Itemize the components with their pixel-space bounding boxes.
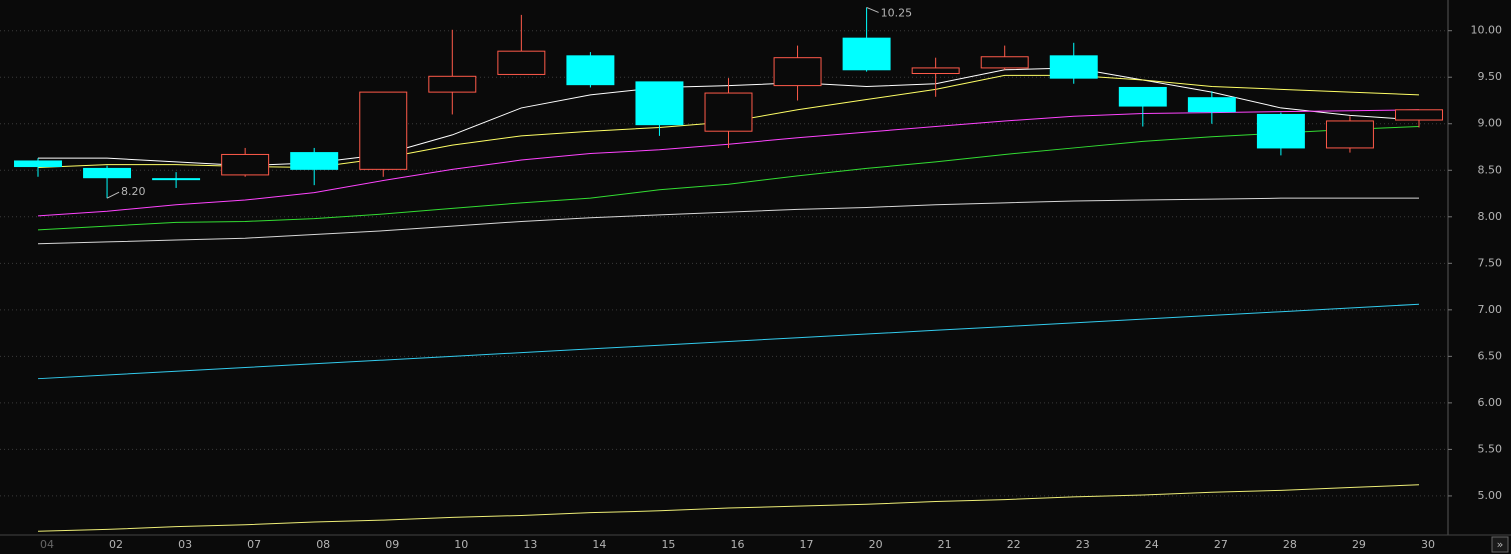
candle-body bbox=[773, 57, 822, 87]
candle-body bbox=[911, 67, 960, 75]
candle-body bbox=[1187, 97, 1236, 113]
x-tick-label: 10 bbox=[454, 538, 468, 551]
x-tick-label: 29 bbox=[1352, 538, 1366, 551]
annotation-arrow bbox=[106, 191, 120, 199]
y-tick-label: 9.50 bbox=[1478, 70, 1503, 83]
candle-body bbox=[980, 56, 1029, 69]
candle-body bbox=[566, 55, 615, 86]
y-tick-label: 7.50 bbox=[1478, 256, 1503, 269]
x-tick-label: 20 bbox=[869, 538, 883, 551]
y-tick-label: 5.00 bbox=[1478, 489, 1503, 502]
x-tick-label: 13 bbox=[523, 538, 537, 551]
candle-body bbox=[1256, 113, 1305, 149]
candle-body bbox=[83, 167, 132, 179]
x-tick-label: 04 bbox=[40, 538, 54, 551]
moving-average-line bbox=[37, 303, 1420, 380]
moving-average-line bbox=[37, 484, 1420, 532]
candle-body bbox=[842, 37, 891, 71]
moving-average-line bbox=[37, 126, 1420, 231]
annotation-low: 8.20 bbox=[121, 185, 146, 198]
x-tick-label: 21 bbox=[938, 538, 952, 551]
candle-body bbox=[221, 153, 270, 176]
x-tick-label: 14 bbox=[592, 538, 606, 551]
candle-body bbox=[1049, 55, 1098, 79]
x-tick-label: 15 bbox=[661, 538, 675, 551]
moving-average-line bbox=[37, 197, 1419, 245]
x-tick-label: 24 bbox=[1145, 538, 1159, 551]
candle-body bbox=[428, 75, 477, 93]
candle-body bbox=[152, 178, 201, 181]
nav-button-label[interactable]: » bbox=[1497, 538, 1504, 551]
x-tick-label: 17 bbox=[800, 538, 814, 551]
annotation-high: 10.25 bbox=[881, 6, 913, 19]
candle-body bbox=[635, 81, 684, 126]
annotation-arrow bbox=[866, 6, 879, 13]
y-tick-label: 8.00 bbox=[1478, 210, 1503, 223]
y-tick-label: 6.00 bbox=[1478, 396, 1503, 409]
y-tick-label: 10.00 bbox=[1471, 24, 1503, 37]
x-tick-label: 22 bbox=[1007, 538, 1021, 551]
y-tick-label: 5.50 bbox=[1478, 442, 1503, 455]
x-tick-label: 08 bbox=[316, 538, 330, 551]
y-tick-label: 6.50 bbox=[1478, 349, 1503, 362]
candle-body bbox=[1118, 86, 1167, 107]
candle-body bbox=[290, 152, 339, 170]
candle-body bbox=[1395, 109, 1443, 121]
x-tick-label: 23 bbox=[1076, 538, 1090, 551]
x-tick-label: 27 bbox=[1214, 538, 1228, 551]
candle-body bbox=[359, 91, 408, 170]
candle-body bbox=[14, 160, 62, 168]
candle-body bbox=[497, 50, 546, 75]
x-tick-label: 07 bbox=[247, 538, 261, 551]
candle-body bbox=[704, 92, 753, 132]
y-tick-label: 7.00 bbox=[1478, 303, 1503, 316]
x-tick-label: 03 bbox=[178, 538, 192, 551]
x-tick-label: 28 bbox=[1283, 538, 1297, 551]
x-tick-label: 30 bbox=[1421, 538, 1435, 551]
x-tick-label: 09 bbox=[385, 538, 399, 551]
nav-button[interactable] bbox=[1491, 536, 1509, 553]
y-tick-label: 9.00 bbox=[1478, 117, 1503, 130]
x-tick-label: 02 bbox=[109, 538, 123, 551]
x-tick-label: 16 bbox=[731, 538, 745, 551]
y-tick-label: 8.50 bbox=[1478, 163, 1503, 176]
candle-body bbox=[1325, 120, 1374, 149]
